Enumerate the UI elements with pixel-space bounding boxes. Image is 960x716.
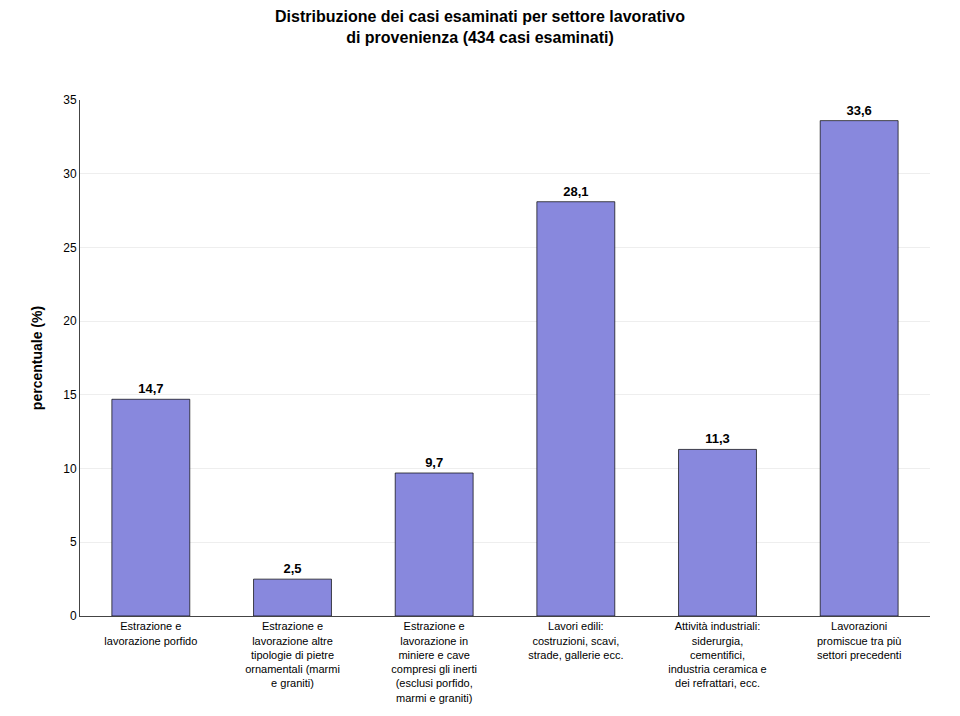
svg-text:30: 30 [63, 167, 77, 181]
svg-text:2,5: 2,5 [283, 561, 301, 576]
svg-text:percentuale (%): percentuale (%) [29, 306, 45, 410]
svg-text:0: 0 [70, 609, 77, 623]
svg-text:20: 20 [63, 314, 77, 328]
svg-text:5: 5 [70, 535, 77, 549]
svg-text:9,7: 9,7 [425, 455, 443, 470]
svg-text:Lavorazionipromiscue tra piùse: Lavorazionipromiscue tra piùsettori prec… [817, 620, 901, 661]
svg-text:35: 35 [63, 93, 77, 107]
svg-text:14,7: 14,7 [138, 381, 163, 396]
svg-text:28,1: 28,1 [563, 184, 588, 199]
svg-text:25: 25 [63, 241, 77, 255]
svg-text:Estrazione elavorazione altret: Estrazione elavorazione altretipologie d… [245, 620, 340, 689]
svg-text:Estrazione elavorazione porfid: Estrazione elavorazione porfido [104, 620, 197, 646]
svg-text:11,3: 11,3 [705, 431, 730, 446]
svg-text:Estrazione elavorazione inmini: Estrazione elavorazione inminiere e cave… [391, 620, 477, 704]
svg-text:Lavori edili:costruzioni, scav: Lavori edili:costruzioni, scavi,strade, … [528, 620, 623, 661]
svg-text:Attività industriali:siderurgi: Attività industriali:siderurgia,cementif… [668, 620, 766, 689]
svg-text:33,6: 33,6 [847, 103, 872, 118]
svg-text:10: 10 [63, 462, 77, 476]
svg-text:15: 15 [63, 388, 77, 402]
svg-text:Distribuzione dei casi esamina: Distribuzione dei casi esaminati per set… [275, 8, 685, 46]
